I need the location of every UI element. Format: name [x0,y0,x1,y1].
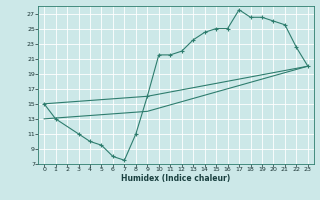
X-axis label: Humidex (Indice chaleur): Humidex (Indice chaleur) [121,174,231,183]
